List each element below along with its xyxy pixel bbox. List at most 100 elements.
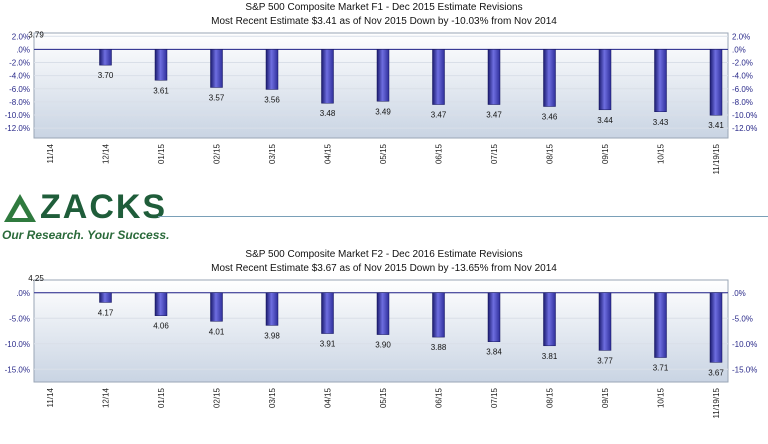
x-tick-label: 10/15 bbox=[657, 387, 666, 408]
x-tick-label: 01/15 bbox=[157, 387, 166, 408]
data-label: 3.56 bbox=[264, 95, 280, 104]
x-tick-label: 09/15 bbox=[601, 143, 610, 164]
x-tick-label: 04/15 bbox=[324, 143, 333, 164]
data-label: 3.90 bbox=[375, 341, 391, 350]
y-tick-label-left: -5.0% bbox=[9, 314, 30, 323]
x-tick-label: 03/15 bbox=[268, 143, 277, 164]
data-label: 3.81 bbox=[542, 352, 558, 361]
data-label: 4.06 bbox=[153, 322, 169, 331]
y-tick-label-right: .0% bbox=[732, 289, 746, 298]
x-tick-label: 11/14 bbox=[46, 387, 55, 407]
y-tick-label-right: -6.0% bbox=[732, 85, 753, 94]
y-tick-label-right: .0% bbox=[732, 45, 746, 54]
y-tick-label-left: -4.0% bbox=[9, 72, 30, 81]
x-tick-label: 08/15 bbox=[546, 143, 555, 164]
data-label: 3.41 bbox=[708, 121, 724, 130]
data-label: 3.47 bbox=[431, 111, 447, 120]
bar bbox=[487, 49, 501, 105]
zacks-tagline: Our Research. Your Success. bbox=[2, 228, 170, 242]
bar bbox=[432, 292, 445, 338]
y-tick-label-right: -10.0% bbox=[732, 111, 757, 120]
x-tick-label: 02/15 bbox=[213, 387, 222, 408]
x-tick-label: 06/15 bbox=[435, 387, 444, 408]
y-tick-label-left: -6.0% bbox=[9, 85, 30, 94]
bar bbox=[210, 49, 223, 88]
data-label: 3.79 bbox=[28, 30, 44, 39]
data-label: 3.43 bbox=[653, 118, 669, 127]
x-tick-label: 12/14 bbox=[102, 387, 111, 408]
x-tick-label: 08/15 bbox=[546, 387, 555, 408]
y-tick-label-left: -15.0% bbox=[5, 365, 30, 374]
y-tick-label-right: -5.0% bbox=[732, 314, 753, 323]
bar bbox=[265, 49, 279, 90]
data-label: 3.67 bbox=[708, 368, 724, 377]
y-tick-label-right: 2.0% bbox=[732, 32, 750, 41]
data-label: 3.44 bbox=[597, 116, 613, 125]
y-tick-label-left: .0% bbox=[16, 289, 30, 298]
bar bbox=[432, 49, 445, 105]
x-tick-label: 12/14 bbox=[102, 143, 111, 164]
chart-f2-title: S&P 500 Composite Market F2 - Dec 2016 E… bbox=[245, 249, 523, 260]
data-label: 3.47 bbox=[486, 111, 502, 120]
y-tick-label-right: -4.0% bbox=[732, 72, 753, 81]
data-label: 3.98 bbox=[264, 331, 280, 340]
bar bbox=[321, 292, 334, 334]
chart-f2-panel: S&P 500 Composite Market F2 - Dec 2016 E… bbox=[0, 246, 768, 444]
x-tick-label: 05/15 bbox=[379, 387, 388, 408]
bar bbox=[598, 292, 612, 351]
chart-f1-panel: S&P 500 Composite Market F1 - Dec 2015 E… bbox=[0, 0, 768, 182]
x-tick-label: 07/15 bbox=[490, 387, 499, 408]
data-label: 3.57 bbox=[209, 93, 225, 102]
data-label: 3.61 bbox=[153, 86, 169, 95]
data-label: 4.01 bbox=[209, 327, 225, 336]
bar bbox=[709, 49, 723, 116]
data-label: 3.70 bbox=[98, 71, 114, 80]
chart-f1-subtitle: Most Recent Estimate $3.41 as of Nov 201… bbox=[211, 16, 557, 27]
bar bbox=[654, 292, 667, 358]
x-tick-label: 01/15 bbox=[157, 143, 166, 164]
bar bbox=[265, 292, 279, 326]
y-tick-label-left: .0% bbox=[16, 45, 30, 54]
zacks-brand: ZACKS Our Research. Your Success. bbox=[0, 188, 768, 244]
y-tick-label-right: -15.0% bbox=[732, 365, 757, 374]
x-tick-label: 04/15 bbox=[324, 387, 333, 408]
y-tick-label-right: -2.0% bbox=[732, 59, 753, 68]
x-tick-label: 02/15 bbox=[213, 143, 222, 164]
x-tick-label: 11/19/15 bbox=[712, 143, 721, 174]
y-tick-label-left: -2.0% bbox=[9, 59, 30, 68]
x-tick-label: 11/14 bbox=[46, 143, 55, 163]
brand-divider bbox=[158, 216, 768, 217]
chart-f2-svg: .0% .0% -5.0% -5.0% -10.0% -10.0% -15.0% -15.0%… bbox=[5, 274, 758, 419]
data-label: 3.88 bbox=[431, 343, 447, 352]
chart-f1-svg: 2.0% 2.0% .0% .0% -2.0% -2.0% -4.0% -4.0% -6.0% -… bbox=[5, 30, 758, 174]
y-tick-label-left: 2.0% bbox=[12, 32, 30, 41]
data-label: 3.48 bbox=[320, 109, 336, 118]
y-tick-label-left: -10.0% bbox=[5, 340, 30, 349]
y-tick-label-right: -10.0% bbox=[732, 340, 757, 349]
bar bbox=[154, 49, 168, 81]
y-tick-label-left: -12.0% bbox=[5, 124, 30, 133]
bar bbox=[709, 292, 723, 363]
bar bbox=[99, 49, 112, 66]
x-tick-label: 09/15 bbox=[601, 387, 610, 408]
bar bbox=[376, 292, 390, 335]
y-tick-label-left: -10.0% bbox=[5, 111, 30, 120]
data-label: 3.49 bbox=[375, 107, 391, 116]
bar bbox=[543, 49, 556, 107]
x-tick-label: 06/15 bbox=[435, 143, 444, 164]
data-label: 3.77 bbox=[597, 356, 613, 365]
bar bbox=[99, 292, 112, 303]
y-tick-label-right: -12.0% bbox=[732, 124, 757, 133]
bar bbox=[210, 292, 223, 322]
data-label: 3.84 bbox=[486, 348, 502, 357]
data-label: 4.17 bbox=[98, 308, 114, 317]
bar bbox=[487, 292, 501, 342]
x-tick-label: 10/15 bbox=[657, 143, 666, 164]
bar bbox=[543, 292, 556, 347]
y-tick-label-right: -8.0% bbox=[732, 98, 753, 107]
x-tick-label: 05/15 bbox=[379, 143, 388, 164]
data-label: 3.46 bbox=[542, 113, 558, 122]
bar bbox=[376, 49, 390, 102]
x-tick-label: 11/19/15 bbox=[712, 387, 721, 418]
data-label: 3.71 bbox=[653, 364, 669, 373]
